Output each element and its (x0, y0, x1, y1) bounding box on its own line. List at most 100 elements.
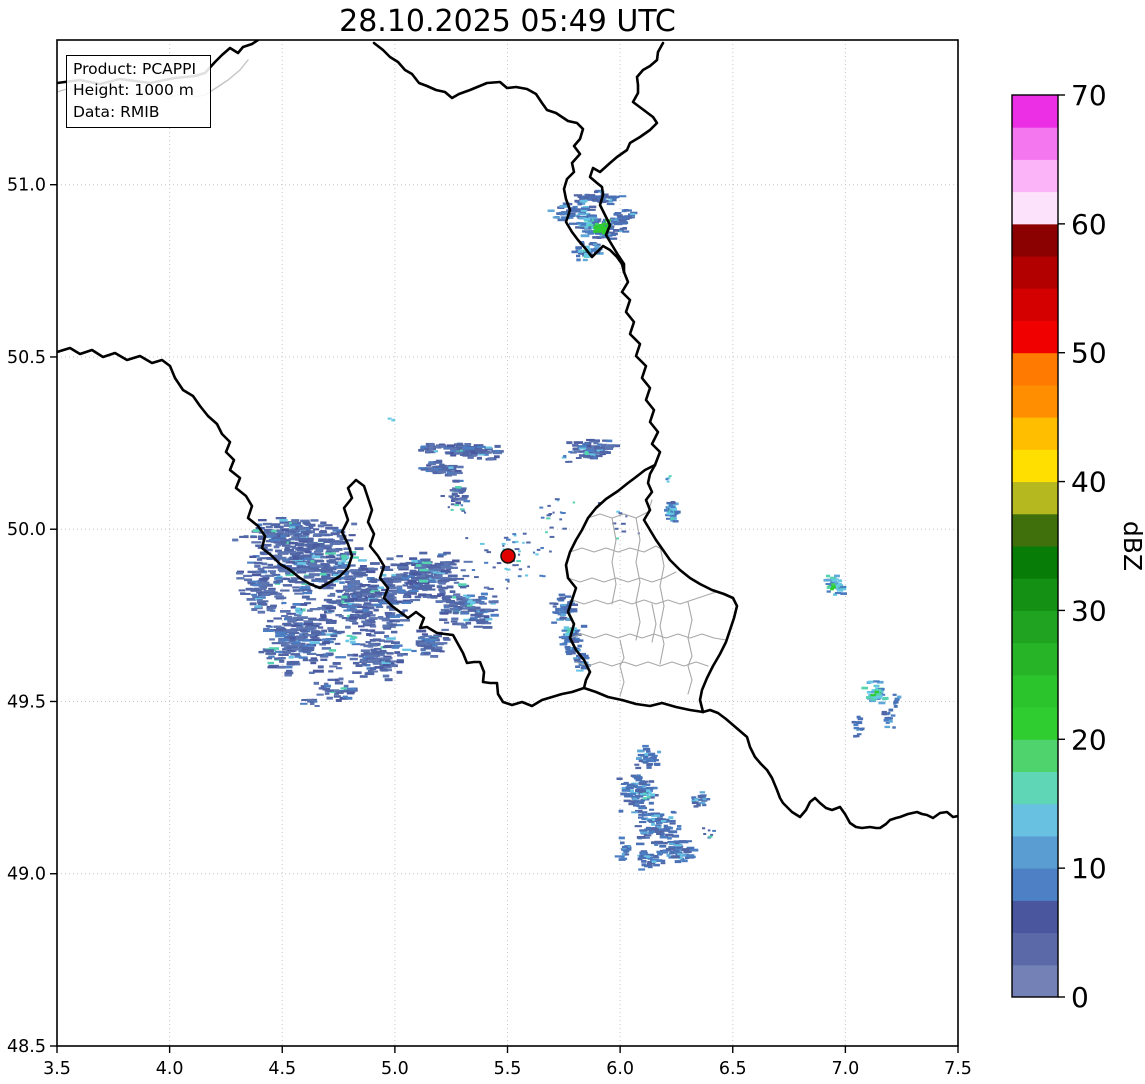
echo-pixel (464, 511, 467, 514)
echo-pixel (437, 642, 444, 646)
echo-pixel (622, 230, 630, 233)
echo-pixel (454, 601, 461, 604)
colorbar-cell (1012, 288, 1058, 321)
echo-pixel (879, 694, 883, 697)
echo-pixel (449, 590, 456, 593)
echo-pixel (418, 467, 427, 470)
echo-pixel (385, 637, 396, 640)
echo-pixel (455, 486, 462, 489)
echo-pixel (309, 563, 316, 567)
echo-pixel (685, 856, 695, 859)
echo-pixel (287, 649, 295, 653)
echo-pixel (331, 526, 339, 530)
echo-pixel (334, 630, 345, 634)
echo-pixel (386, 586, 397, 589)
echo-pixel (368, 644, 378, 647)
echo-pixel (263, 590, 272, 593)
echo-pixel (308, 671, 315, 674)
echo-pixel (318, 687, 327, 690)
echo-pixel (665, 833, 674, 837)
echo-pixel (689, 848, 699, 852)
echo-pixel (453, 479, 460, 483)
echo-pixel (697, 798, 702, 801)
echo-pixel (252, 529, 262, 532)
echo-pixel (563, 627, 569, 630)
echo-pixel (250, 588, 257, 592)
echo-pixel (365, 612, 373, 615)
echo-pixel (360, 653, 370, 656)
echo-pixel (691, 801, 699, 805)
echo-pixel (411, 577, 420, 580)
echo-pixel (606, 227, 614, 230)
echo-pixel (578, 251, 586, 255)
echo-pixel (572, 209, 581, 212)
echo-pixel (860, 728, 865, 731)
echo-pixel (516, 560, 521, 563)
echo-pixel (399, 619, 410, 622)
echo-pixel (409, 599, 421, 602)
echo-pixel (369, 585, 380, 588)
echo-pixel (671, 834, 680, 838)
echo-pixel (633, 784, 638, 788)
echo-pixel (460, 508, 465, 511)
echo-pixel (613, 229, 620, 232)
echo-pixel (433, 565, 441, 569)
echo-pixel (319, 533, 330, 537)
echo-pixel (304, 550, 311, 554)
echo-pixel (386, 621, 393, 625)
echo-pixel (322, 653, 333, 657)
echo-pixel (504, 567, 508, 570)
echo-pixel (637, 753, 645, 757)
radar-echo-arc-west (418, 442, 504, 505)
colorbar-cell (1012, 481, 1058, 515)
echo-pixel (671, 508, 678, 511)
echo-pixel (833, 581, 839, 585)
echo-pixel (332, 579, 339, 583)
echo-pixel (570, 603, 578, 606)
echo-pixel (559, 511, 563, 514)
echo-pixel (297, 546, 304, 549)
echo-pixel (569, 222, 578, 225)
echo-pixel (341, 617, 352, 620)
echo-pixel (613, 213, 618, 216)
echo-pixel (255, 605, 262, 608)
echo-pixel (424, 467, 433, 470)
echo-pixel (460, 504, 464, 507)
echo-pixel (351, 636, 358, 639)
echo-pixel (292, 643, 302, 647)
echo-pixel (348, 551, 357, 554)
echo-pixel (316, 693, 324, 696)
colorbar-cell (1012, 191, 1058, 225)
echo-pixel (476, 456, 482, 460)
echo-pixel (423, 647, 434, 650)
echo-pixel (321, 563, 330, 566)
echo-pixel (250, 535, 258, 539)
echo-pixel (669, 504, 674, 508)
echo-pixel (599, 450, 608, 454)
echo-pixel (275, 596, 285, 600)
echo-pixel (273, 536, 281, 540)
echo-pixel (326, 560, 337, 563)
echo-pixel (564, 638, 571, 641)
echo-pixel (648, 812, 654, 816)
echo-pixel (646, 853, 655, 857)
echo-pixel (449, 603, 457, 606)
echo-pixel (449, 607, 456, 611)
echo-pixel (279, 660, 285, 663)
echo-pixel (335, 691, 344, 694)
echo-pixel (320, 615, 327, 619)
echo-pixel (369, 614, 376, 617)
echo-pixel (525, 574, 529, 577)
echo-pixel (336, 534, 347, 538)
info-height: Height: 1000 m (73, 81, 194, 100)
echo-pixel (542, 575, 546, 578)
echo-pixel (464, 443, 472, 446)
echo-pixel (440, 561, 446, 564)
echo-pixel (338, 615, 344, 618)
echo-pixel (834, 586, 839, 589)
echo-pixel (251, 580, 259, 583)
echo-pixel (256, 596, 266, 599)
echo-pixel (650, 859, 657, 862)
echo-pixel (273, 580, 280, 584)
